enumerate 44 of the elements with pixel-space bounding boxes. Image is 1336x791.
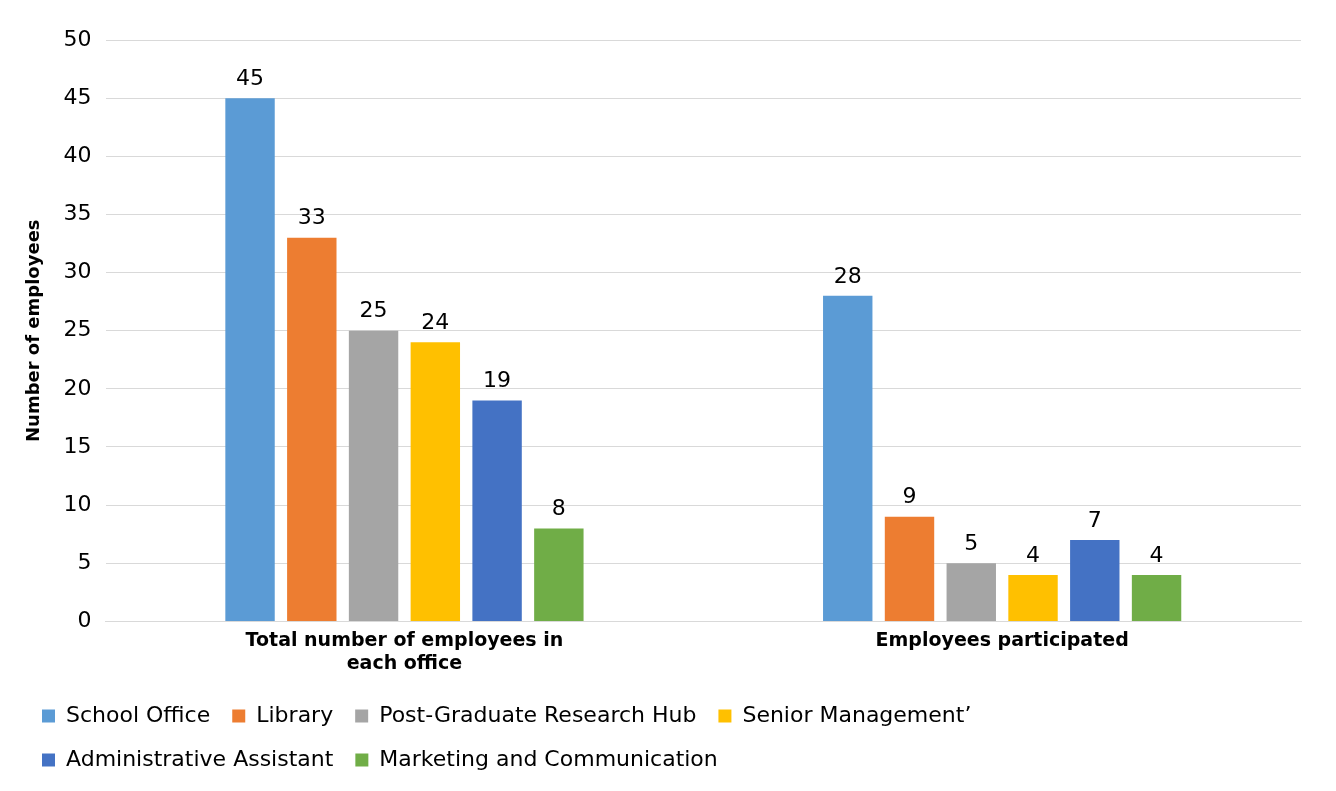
bar [946, 563, 996, 621]
legend-label: Post-Graduate Research Hub [379, 701, 697, 727]
bar [472, 400, 522, 621]
data-label: 19 [483, 367, 512, 393]
data-label: 28 [833, 262, 862, 288]
legend-label: Senior Management’ [742, 701, 972, 727]
legend-label: Library [256, 701, 334, 727]
legend-label: Marketing and Communication [379, 745, 718, 771]
data-label: 4 [1026, 541, 1041, 567]
data-label: 25 [359, 297, 388, 323]
bar [534, 528, 584, 621]
legend-label: Administrative Assistant [66, 745, 334, 771]
x-tick-label: Total number of employees in each office [245, 627, 564, 673]
bar [884, 516, 935, 621]
bar [823, 295, 873, 621]
bar [225, 98, 275, 621]
data-label: 45 [236, 64, 265, 90]
y-tick-label: 50 [63, 25, 92, 51]
y-tick-label: 40 [63, 142, 92, 167]
y-tick-label: 45 [63, 83, 92, 109]
data-label: 9 [902, 483, 917, 509]
data-label: 5 [964, 529, 979, 555]
y-tick-label: 25 [63, 316, 92, 342]
data-label: 24 [421, 309, 450, 335]
bar [287, 237, 337, 621]
data-label: 4 [1149, 541, 1164, 567]
y-tick-label: 0 [77, 607, 92, 633]
data-label: 7 [1087, 506, 1102, 532]
y-tick-label: 10 [63, 490, 92, 516]
bar [1131, 574, 1182, 621]
bar [348, 330, 399, 621]
legend-label: School Office [66, 701, 211, 727]
y-tick-label: 20 [63, 374, 92, 400]
x-tick-label: Employees participated [875, 627, 1129, 650]
y-tick-label: 30 [63, 258, 92, 284]
bar [1008, 574, 1058, 621]
y-tick-label: 35 [63, 200, 92, 226]
y-tick-label: 15 [63, 432, 92, 458]
bar [1070, 540, 1120, 621]
data-label: 33 [297, 204, 326, 230]
y-tick-label: 5 [77, 548, 92, 574]
y-axis-title: Number of employees [22, 219, 44, 442]
bar [410, 342, 461, 621]
data-label: 8 [551, 495, 566, 521]
